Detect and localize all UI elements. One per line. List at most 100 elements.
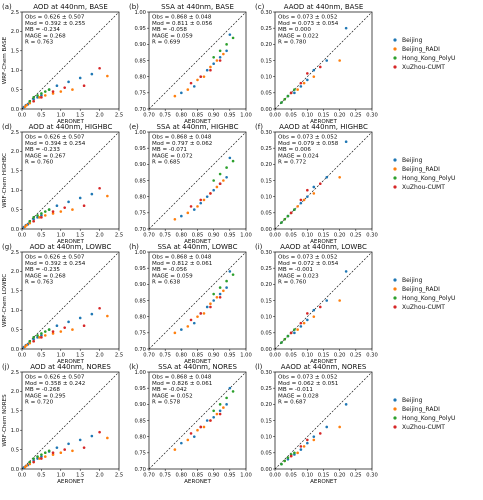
one-to-one-line	[21, 371, 120, 470]
legend-entry: Beijing	[402, 157, 423, 164]
x-tick-label: 0.20	[334, 353, 346, 359]
y-tick-label: 0.30	[260, 250, 272, 256]
y-tick-label: 0.10	[260, 194, 272, 200]
panel-label: (k)	[129, 363, 139, 371]
panel-l: AAOD at 440nm, NORES (l) 0.00 0.05 0.10 0.15 0…	[255, 363, 378, 485]
point-beijing_radi	[25, 103, 28, 107]
stat-line: MB = -0.268	[25, 387, 60, 393]
point-beijing	[228, 33, 232, 36]
stat-line: R = 0.763	[25, 280, 54, 286]
stat-line: MAGE = 0.268	[25, 33, 66, 39]
legend-marker	[393, 65, 397, 69]
stat-line: R = 0.780	[278, 40, 307, 46]
point-xuzhou-cumt	[189, 205, 193, 208]
point-beijing_radi	[338, 175, 341, 179]
y-tick-label: 0.0	[11, 347, 19, 353]
point-beijing_radi	[71, 449, 74, 453]
legend-marker	[393, 38, 397, 42]
point-beijing	[306, 78, 309, 82]
point-hong_kong_polyu	[47, 88, 51, 91]
y-tick-label: 2.5	[11, 130, 19, 136]
point-beijing_radi	[196, 205, 199, 208]
point-hong_kong_polyu	[40, 453, 43, 456]
x-tick-label: 1.0	[57, 353, 65, 359]
point-xuzhou-cumt	[40, 457, 43, 460]
point-xuzhou-cumt	[51, 451, 55, 455]
y-tick-label: 1.00	[134, 10, 146, 16]
x-axis-label: AERONET	[184, 479, 211, 485]
one-to-one-line	[274, 371, 373, 470]
point-hong_kong_polyu	[32, 457, 35, 460]
point-beijing	[299, 448, 303, 451]
x-tick-label: 0.85	[192, 353, 204, 359]
point-beijing_radi	[59, 210, 63, 213]
point-beijing	[205, 68, 209, 72]
y-tick-label: 0.95	[134, 26, 146, 32]
x-tick-label: 2.5	[115, 233, 123, 239]
point-beijing	[90, 312, 94, 316]
x-tick-label: 0.95	[224, 233, 236, 239]
point-hong_kong_polyu	[47, 449, 51, 453]
point-hong_kong_polyu	[286, 334, 290, 338]
y-tick-label: 0.25	[260, 146, 272, 152]
point-beijing	[40, 214, 43, 217]
stat-line: Mod = 0.826 ± 0.061	[152, 381, 213, 387]
y-tick-label: 2.0	[11, 29, 19, 35]
one-to-one-line	[21, 131, 120, 230]
point-beijing	[312, 435, 316, 438]
y-tick-label: 0.85	[134, 418, 146, 424]
y-tick-label: 0.00	[260, 347, 272, 353]
x-tick-label: 1.0	[57, 113, 65, 119]
point-xuzhou-cumt	[98, 430, 101, 434]
point-hong_kong_polyu	[231, 273, 235, 276]
x-tick-label: 0.00	[269, 113, 281, 119]
point-beijing	[228, 156, 232, 160]
point-hong_kong_polyu	[40, 92, 43, 95]
point-hong_kong_polyu	[47, 328, 51, 331]
legend-entry: Hong_Kong_PolyU	[402, 55, 455, 62]
point-beijing	[180, 91, 183, 95]
point-beijing_radi	[312, 192, 316, 195]
point-xuzhou-cumt	[218, 295, 222, 299]
stat-line: R = 0.760	[278, 280, 307, 286]
stat-line: Mod = 0.797 ± 0.062	[152, 141, 212, 147]
y-tick-label: 0.95	[134, 386, 146, 392]
point-xuzhou-cumt	[289, 91, 293, 95]
y-tick-label: 0.5	[11, 327, 19, 333]
panel-label: (b)	[129, 3, 139, 11]
stat-line: MB = -0.001	[278, 267, 313, 273]
point-beijing_radi	[106, 436, 109, 440]
point-beijing_radi	[38, 96, 41, 99]
point-beijing	[67, 320, 70, 324]
point-xuzhou-cumt	[199, 198, 203, 202]
panel-label: (e)	[129, 123, 139, 131]
y-tick-label: 1.00	[134, 370, 146, 376]
panel-k: SSA at 440nm, NORES (k) 0.70 0.75 0.80 0.85 0.…	[129, 363, 252, 485]
stat-line: MAGE = 0.059	[152, 273, 193, 279]
y-tick-label: 0.80	[134, 434, 146, 440]
x-tick-label: 0.70	[143, 353, 155, 359]
point-beijing_radi	[209, 65, 212, 69]
point-beijing	[306, 441, 309, 445]
point-beijing	[325, 299, 329, 302]
y-tick-label: 1.5	[11, 409, 19, 415]
x-tick-label: 0.15	[318, 353, 330, 359]
point-hong_kong_polyu	[286, 456, 290, 459]
point-beijing	[40, 94, 43, 97]
stat-line: Obs = 0.073 ± 0.052	[278, 15, 337, 21]
panel-label: (a)	[2, 3, 12, 11]
y-tick-label: 0.75	[134, 331, 146, 337]
legend-entry: Beijing	[402, 277, 423, 284]
point-xuzhou-cumt	[32, 339, 35, 343]
y-tick-label: 0.15	[260, 58, 272, 64]
x-tick-label: 0.90	[208, 353, 220, 359]
stat-line: MAGE = 0.267	[25, 153, 66, 159]
panel-i: AAOD at 440nm, LOWBC (i) 0.00 0.05 0.10 0.15 0…	[255, 243, 378, 365]
y-tick-label: 0.20	[260, 282, 272, 288]
point-hong_kong_polyu	[218, 49, 222, 53]
point-hong_kong_polyu	[32, 336, 35, 339]
point-beijing	[78, 438, 82, 442]
point-beijing_radi	[173, 331, 177, 335]
legend: Beijing Beijing_RADI Hong_Kong_PolyU XuZhou…	[393, 37, 455, 71]
legend-marker	[393, 398, 397, 402]
